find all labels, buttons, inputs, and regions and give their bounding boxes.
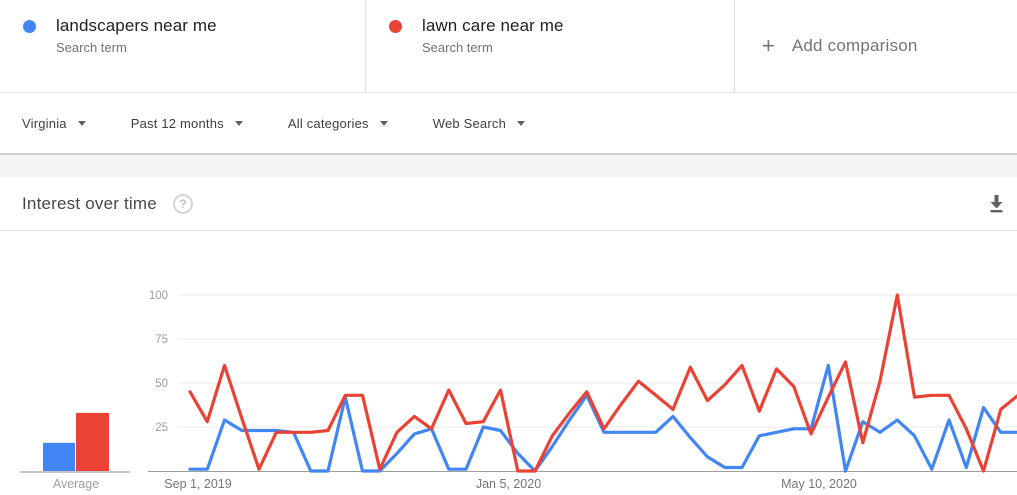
help-icon[interactable]: ? <box>172 193 193 214</box>
interest-over-time-header: Interest over time ? <box>0 177 1017 231</box>
filter-region[interactable]: Virginia <box>22 116 86 131</box>
average-mini-chart: Average <box>20 412 130 491</box>
term-card-1[interactable]: landscapers near me Search term <box>0 0 366 92</box>
x-axis-tick-label: Sep 1, 2019 <box>164 477 231 491</box>
term-label: landscapers near me <box>56 16 217 35</box>
average-label: Average <box>53 477 99 491</box>
filter-category[interactable]: All categories <box>288 116 388 131</box>
series-color-dot-blue <box>23 20 36 33</box>
filter-search-type[interactable]: Web Search <box>432 115 526 131</box>
filter-time-range-label: Past 12 months <box>130 115 224 131</box>
trend-line <box>188 293 1017 473</box>
section-title: Interest over time <box>22 193 157 213</box>
dropdown-arrow-icon <box>234 121 243 126</box>
add-comparison-label: Add comparison <box>791 36 918 55</box>
dropdown-arrow-icon <box>517 121 526 126</box>
dropdown-arrow-icon <box>77 121 86 126</box>
filter-time-range[interactable]: Past 12 months <box>131 116 243 131</box>
trend-line <box>188 363 1017 473</box>
plus-icon: + <box>762 33 775 58</box>
section-divider-band <box>0 155 1017 177</box>
download-button[interactable] <box>988 194 1005 213</box>
download-icon <box>990 195 1003 213</box>
trend-chart-svg[interactable]: 25 50 75 100 Sep 1, 2019 Jan 5, 2020 May 10, 2… <box>0 231 1017 494</box>
filter-category-label: All categories <box>287 115 369 131</box>
filter-search-type-label: Web Search <box>432 115 507 131</box>
term-sublabel: Search term <box>56 40 127 55</box>
series-color-dot-red <box>389 20 402 33</box>
average-bar <box>76 412 109 471</box>
term-label: lawn care near me <box>422 16 564 35</box>
term-texts: lawn care near me Search term <box>422 14 564 92</box>
y-axis-tick-label: 50 <box>155 378 168 390</box>
comparison-terms-row: landscapers near me Search term lawn car… <box>0 0 1017 93</box>
x-axis-tick-label: Jan 5, 2020 <box>476 477 541 491</box>
interest-over-time-chart: 25 50 75 100 Sep 1, 2019 Jan 5, 2020 May 10, 2… <box>0 231 1017 494</box>
term-sublabel: Search term <box>422 40 493 55</box>
y-axis-tick-label: 25 <box>155 422 168 434</box>
average-bar <box>43 442 75 471</box>
term-card-2[interactable]: lawn care near me Search term <box>366 0 735 92</box>
filter-bar: Virginia Past 12 months All categories W… <box>0 93 1017 155</box>
filter-region-label: Virginia <box>22 115 67 131</box>
add-comparison-button[interactable]: + Add comparison <box>735 0 1017 92</box>
x-axis-tick-label: May 10, 2020 <box>781 477 857 491</box>
term-texts: landscapers near me Search term <box>56 14 217 92</box>
y-axis-tick-label: 75 <box>155 334 168 346</box>
y-axis-tick-label: 100 <box>149 290 168 302</box>
dropdown-arrow-icon <box>379 121 388 126</box>
